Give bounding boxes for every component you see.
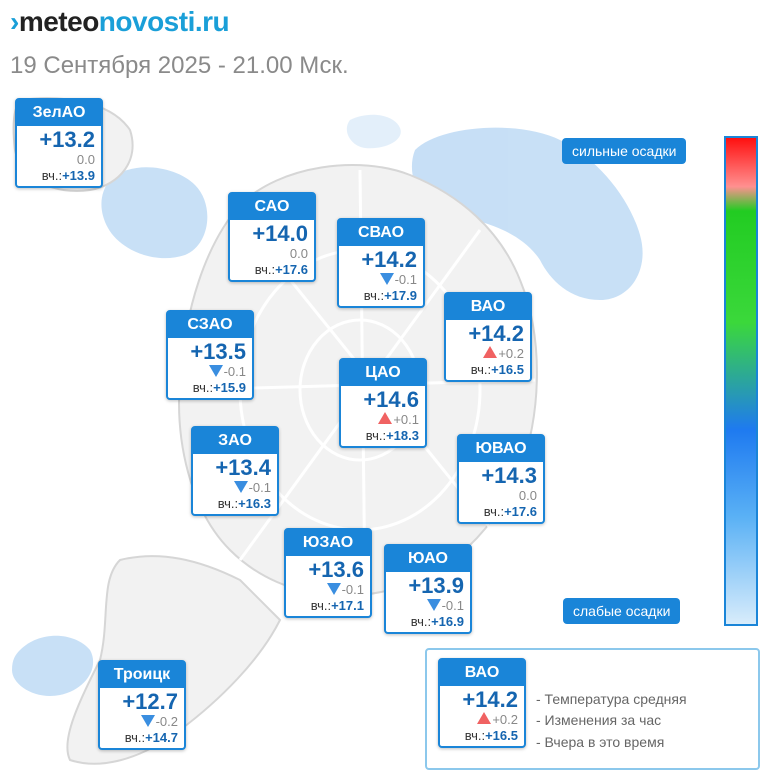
- yesterday-value: вч.:+13.9: [41, 168, 95, 183]
- site-logo[interactable]: ›meteonovosti.ru: [10, 6, 230, 38]
- district-card-yuzao: ЮЗАО +13.6 -0.1 вч.:+17.1: [284, 528, 372, 618]
- temperature-value: +14.3: [481, 463, 537, 488]
- precipitation-color-scale: [724, 136, 758, 626]
- temperature-value: +13.2: [39, 127, 95, 152]
- change-arrow-icon: [378, 412, 393, 424]
- district-card-vao: ВАО +14.2 +0.2 вч.:+16.5: [444, 292, 532, 382]
- hourly-change: 0.0: [518, 488, 537, 503]
- district-name: ЗелАО: [17, 100, 101, 126]
- yesterday-value: вч.:+15.9: [192, 380, 246, 395]
- scale-label-strong: сильные осадки: [562, 138, 687, 164]
- hourly-change: 0.0: [289, 246, 308, 261]
- temperature-value: +13.6: [308, 557, 364, 582]
- temperature-value: +12.7: [122, 689, 178, 714]
- temperature-value: +14.2: [361, 247, 417, 272]
- yesterday-value: вч.:+18.3: [365, 428, 419, 443]
- change-arrow-icon: [326, 583, 341, 595]
- legend-line-temperature: - Температура средняя: [536, 691, 687, 707]
- district-card-zelao: ЗелАО +13.2 0.0 вч.:+13.9: [15, 98, 103, 188]
- district-name: Троицк: [100, 662, 184, 688]
- district-card-yuvao: ЮВАО +14.3 0.0 вч.:+17.6: [457, 434, 545, 524]
- district-name: СЗАО: [168, 312, 252, 338]
- change-arrow-icon: [140, 715, 155, 727]
- district-card-zao: ЗАО +13.4 -0.1 вч.:+16.3: [191, 426, 279, 516]
- yesterday-value: вч.:+16.9: [410, 614, 464, 629]
- change-arrow-icon: [483, 346, 498, 358]
- temperature-value: +14.0: [252, 221, 308, 246]
- logo-text-meteo: meteo: [18, 6, 99, 37]
- hourly-change: 0.0: [76, 152, 95, 167]
- hourly-change: -0.1: [286, 582, 370, 598]
- yesterday-value: вч.:+17.9: [363, 288, 417, 303]
- change-arrow-icon: [477, 712, 492, 724]
- temperature-value: +13.4: [215, 455, 271, 480]
- district-name: САО: [230, 194, 314, 220]
- temperature-value: +13.5: [190, 339, 246, 364]
- temperature-value: +13.9: [408, 573, 464, 598]
- change-arrow-icon: [208, 365, 223, 377]
- district-card-szao: СЗАО +13.5 -0.1 вч.:+15.9: [166, 310, 254, 400]
- district-name: СВАО: [339, 220, 423, 246]
- scale-label-weak: слабые осадки: [563, 598, 681, 624]
- legend-line-yesterday: - Вчера в это время: [536, 734, 665, 750]
- district-name: ЦАО: [341, 360, 425, 386]
- district-name: ЮВАО: [459, 436, 543, 462]
- yesterday-value: вч.:+17.1: [310, 598, 364, 613]
- district-name: ВАО: [440, 660, 524, 686]
- yesterday-value: вч.:+16.3: [217, 496, 271, 511]
- district-name: ЗАО: [193, 428, 277, 454]
- temperature-value: +14.6: [363, 387, 419, 412]
- district-name: ВАО: [446, 294, 530, 320]
- temperature-value: +14.2: [462, 687, 518, 712]
- district-card-sao: САО +14.0 0.0 вч.:+17.6: [228, 192, 316, 282]
- date-time-title: 19 Сентября 2025 - 21.00 Мск.: [10, 52, 349, 79]
- hourly-change: -0.1: [386, 598, 470, 614]
- yesterday-value: вч.:+14.7: [124, 730, 178, 745]
- legend-example-card: ВАО +14.2 +0.2 вч.:+16.5: [438, 658, 526, 748]
- legend-line-change: - Изменения за час: [536, 712, 662, 728]
- district-name: ЮАО: [386, 546, 470, 572]
- district-card-tsao: ЦАО +14.6 +0.1 вч.:+18.3: [339, 358, 427, 448]
- change-arrow-icon: [426, 599, 441, 611]
- change-arrow-icon: [379, 273, 394, 285]
- logo-text-novosti: novosti.ru: [98, 6, 230, 37]
- yesterday-value: вч.:+17.6: [254, 262, 308, 277]
- logo-mark: ›: [10, 6, 19, 37]
- hourly-change: +0.2: [440, 712, 524, 728]
- district-name: ЮЗАО: [286, 530, 370, 556]
- yesterday-value: вч.:+16.5: [470, 362, 524, 377]
- yesterday-value: вч.:+17.6: [483, 504, 537, 519]
- change-arrow-icon: [233, 481, 248, 493]
- hourly-change: -0.1: [339, 272, 423, 288]
- hourly-change: -0.2: [100, 714, 184, 730]
- hourly-change: -0.1: [193, 480, 277, 496]
- precipitation-areas: [12, 114, 643, 696]
- temperature-value: +14.2: [468, 321, 524, 346]
- yesterday-value: вч.:+16.5: [464, 728, 518, 743]
- district-card-svao: СВАО +14.2 -0.1 вч.:+17.9: [337, 218, 425, 308]
- hourly-change: -0.1: [168, 364, 252, 380]
- district-card-troitsk: Троицк +12.7 -0.2 вч.:+14.7: [98, 660, 186, 750]
- hourly-change: +0.2: [446, 346, 530, 362]
- hourly-change: +0.1: [341, 412, 425, 428]
- district-card-yuao: ЮАО +13.9 -0.1 вч.:+16.9: [384, 544, 472, 634]
